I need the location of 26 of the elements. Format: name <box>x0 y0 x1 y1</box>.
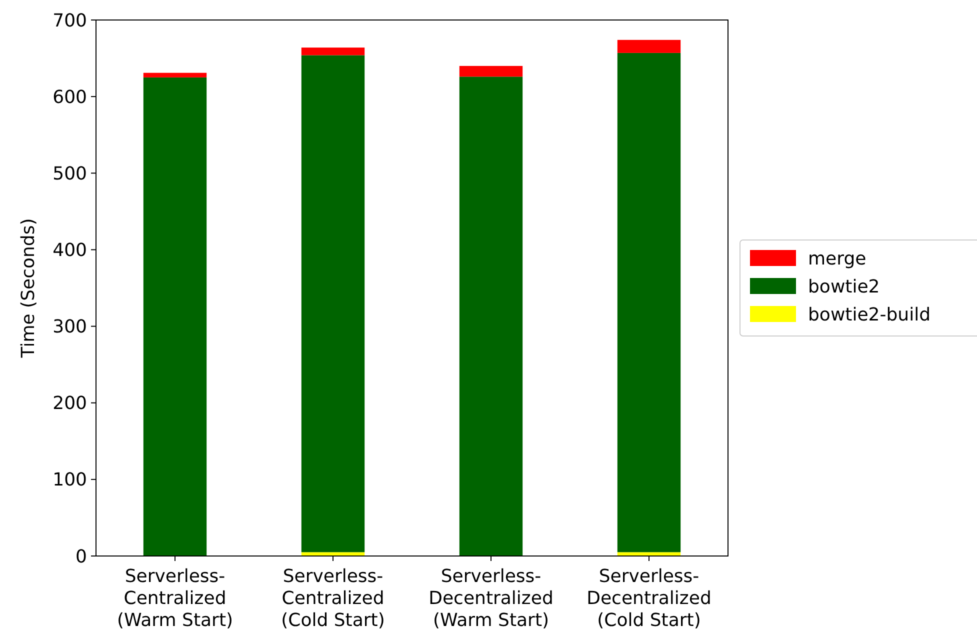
legend-label: bowtie2-build <box>808 304 931 326</box>
legend-label: merge <box>808 248 866 270</box>
bar <box>459 66 523 77</box>
bar <box>143 72 207 78</box>
y-tick-label: 500 <box>52 163 87 184</box>
bar <box>301 48 365 56</box>
bar <box>301 552 365 556</box>
y-tick-label: 300 <box>52 316 87 338</box>
x-tick-label: Serverless- Centralized (Cold Start) <box>281 566 385 631</box>
bar <box>617 552 681 556</box>
x-tick-label: Serverless- Decentralized (Cold Start) <box>586 566 712 631</box>
legend-label: bowtie2 <box>808 276 880 298</box>
x-tick-label: Serverless- Centralized (Warm Start) <box>116 566 234 631</box>
y-axis-title: Time (Seconds) <box>18 218 39 359</box>
y-tick-label: 400 <box>52 240 87 262</box>
bar <box>143 77 207 556</box>
x-tick-label: Serverless- Decentralized (Warm Start) <box>428 566 554 631</box>
bar <box>617 40 681 53</box>
y-tick-label: 200 <box>52 393 87 414</box>
y-tick-label: 600 <box>52 86 87 108</box>
bar <box>301 55 365 552</box>
y-tick-label: 100 <box>52 470 87 491</box>
y-tick-label: 700 <box>52 10 87 32</box>
y-tick-label: 0 <box>76 546 87 568</box>
bar <box>617 52 681 552</box>
bar <box>459 76 523 556</box>
